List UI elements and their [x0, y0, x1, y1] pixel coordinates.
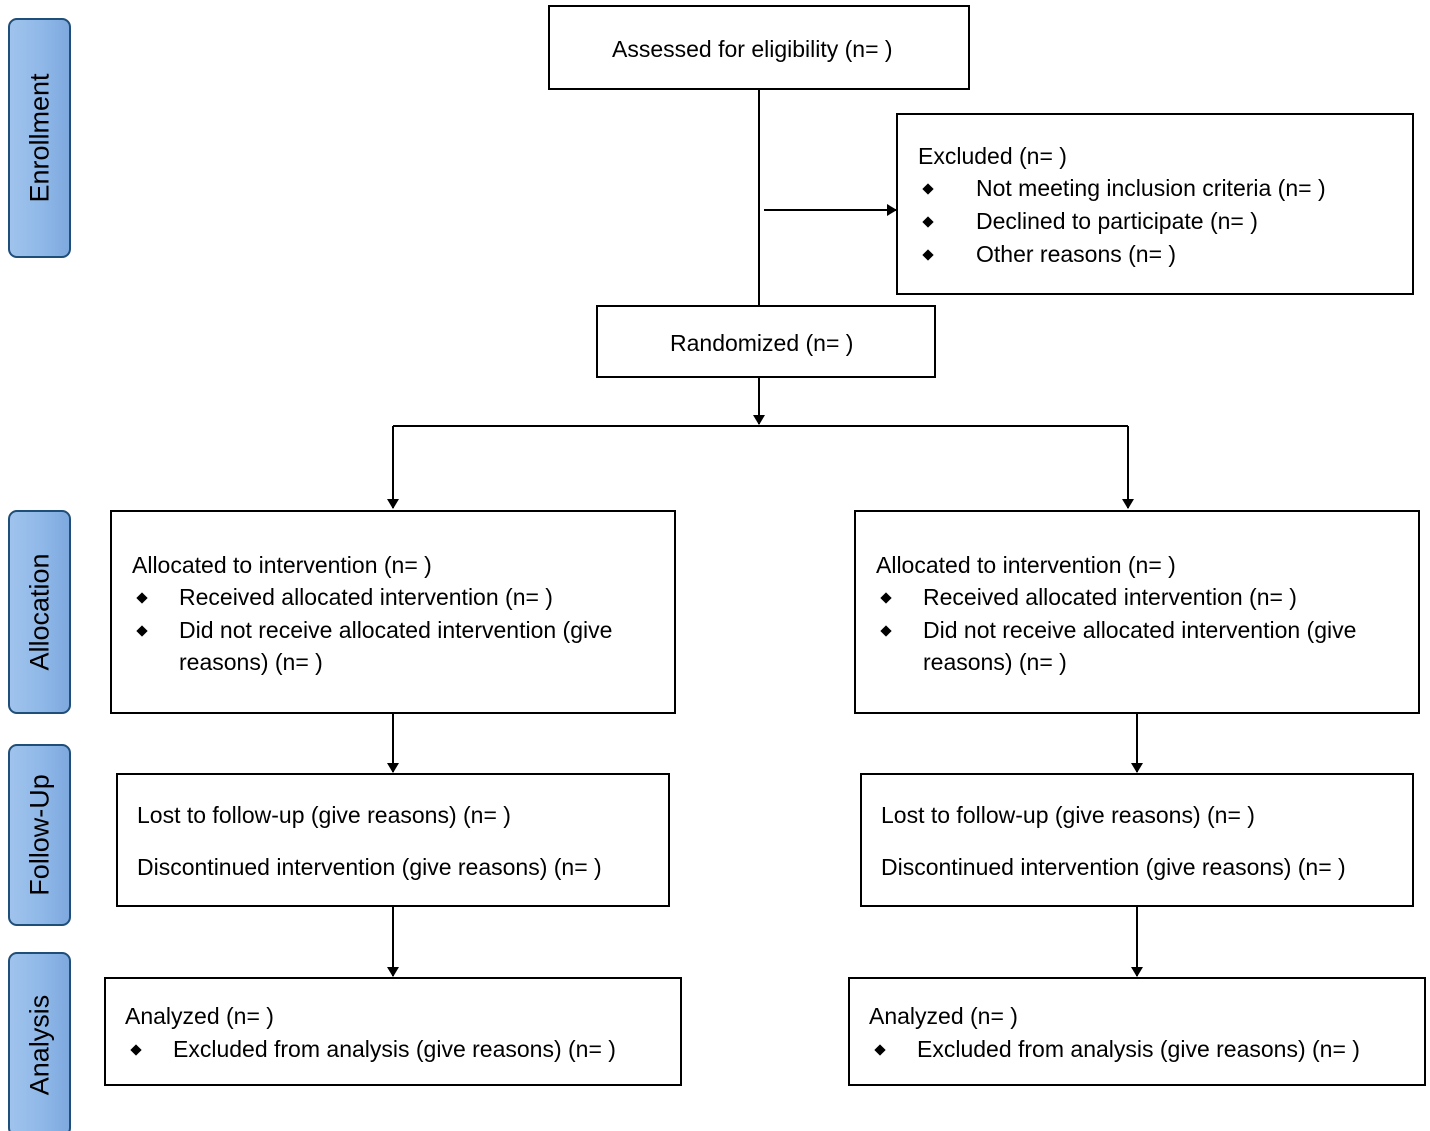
excluded-reason: Other reasons (n= ) — [976, 241, 1177, 267]
bullet-icon — [880, 625, 892, 637]
allocation-stage-label: Allocation — [24, 553, 54, 671]
bullet-icon — [136, 625, 148, 637]
allocation-item-continued: reasons) (n= ) — [923, 649, 1067, 675]
lost-to-follow-up-text: Lost to follow-up (give reasons) (n= ) — [137, 802, 511, 828]
lost-to-follow-up-text: Lost to follow-up (give reasons) (n= ) — [881, 802, 1255, 828]
follow-up-stage-label: Follow-Up — [24, 774, 54, 896]
discontinued-text: Discontinued intervention (give reasons)… — [881, 854, 1346, 880]
excluded-reason: Not meeting inclusion criteria (n= ) — [976, 175, 1326, 201]
bullet-icon — [922, 216, 934, 228]
right-followup-box: Lost to follow-up (give reasons) (n= ) D… — [860, 773, 1414, 907]
excluded-from-analysis-text: Excluded from analysis (give reasons) (n… — [917, 1036, 1360, 1062]
discontinued-text: Discontinued intervention (give reasons)… — [137, 854, 602, 880]
bullet-icon — [874, 1044, 886, 1056]
bullet-icon — [922, 183, 934, 195]
right-analysis-box: Analyzed (n= ) Excluded from analysis (g… — [848, 977, 1426, 1086]
analyzed-title: Analyzed (n= ) — [125, 1003, 274, 1029]
allocation-item: Received allocated intervention (n= ) — [179, 584, 553, 610]
randomized-text: Randomized (n= ) — [670, 330, 854, 356]
allocation-item: Received allocated intervention (n= ) — [923, 584, 1297, 610]
excluded-from-analysis-text: Excluded from analysis (give reasons) (n… — [173, 1036, 616, 1062]
allocation-title: Allocated to intervention (n= ) — [132, 552, 432, 578]
analysis-stage-label: Analysis — [24, 994, 54, 1095]
allocation-item-continued: reasons) (n= ) — [179, 649, 323, 675]
assessed-text: Assessed for eligibility (n= ) — [612, 36, 893, 62]
excluded-title: Excluded (n= ) — [918, 143, 1067, 169]
left-analysis-box: Analyzed (n= ) Excluded from analysis (g… — [104, 977, 682, 1086]
excluded-reason: Declined to participate (n= ) — [976, 208, 1258, 234]
excluded-box: Excluded (n= ) Not meeting inclusion cri… — [896, 113, 1414, 295]
analysis-stage-tab: Analysis — [8, 952, 71, 1131]
bullet-icon — [880, 592, 892, 604]
left-allocation-box: Allocated to intervention (n= ) Received… — [110, 510, 676, 714]
left-followup-box: Lost to follow-up (give reasons) (n= ) D… — [116, 773, 670, 907]
allocation-item: Did not receive allocated intervention (… — [923, 617, 1357, 643]
enrollment-stage-tab: Enrollment — [8, 18, 71, 258]
assessed-box: Assessed for eligibility (n= ) — [548, 5, 970, 90]
bullet-icon — [922, 249, 934, 261]
enrollment-stage-label: Enrollment — [24, 73, 54, 203]
analyzed-title: Analyzed (n= ) — [869, 1003, 1018, 1029]
right-allocation-box: Allocated to intervention (n= ) Received… — [854, 510, 1420, 714]
bullet-icon — [130, 1044, 142, 1056]
follow-up-stage-tab: Follow-Up — [8, 744, 71, 926]
allocation-title: Allocated to intervention (n= ) — [876, 552, 1176, 578]
randomized-box: Randomized (n= ) — [596, 305, 936, 378]
allocation-item: Did not receive allocated intervention (… — [179, 617, 613, 643]
bullet-icon — [136, 592, 148, 604]
allocation-stage-tab: Allocation — [8, 510, 71, 714]
